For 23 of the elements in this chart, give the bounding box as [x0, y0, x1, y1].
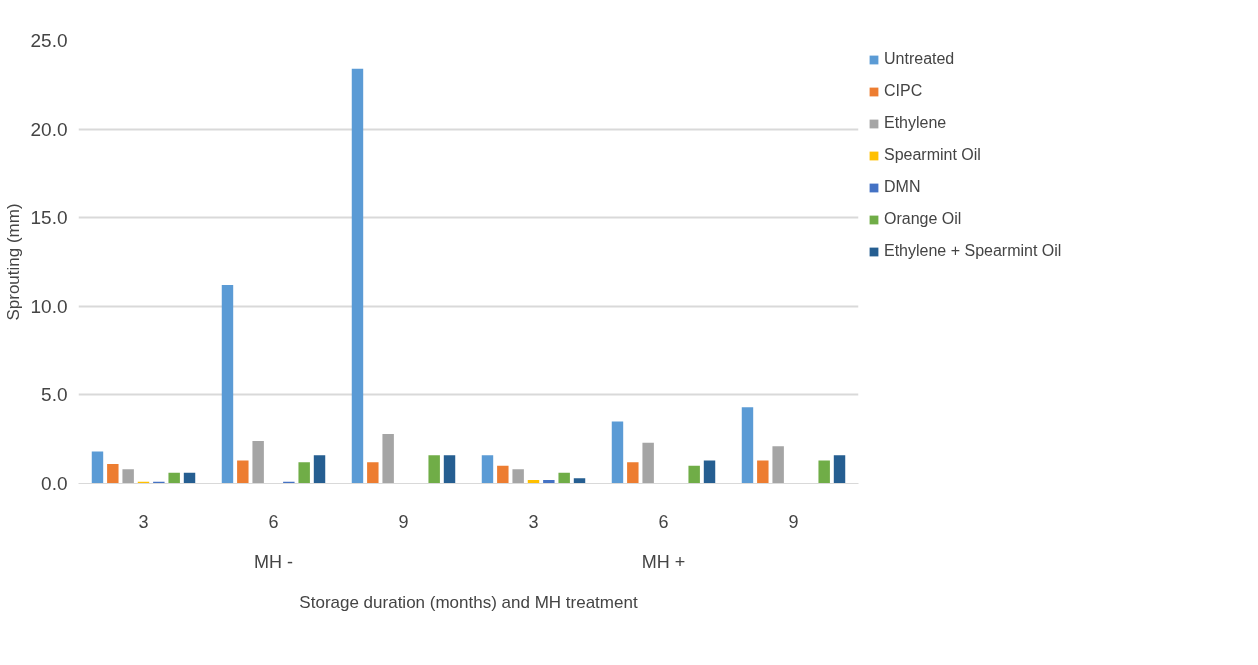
y-axis-title: Sprouting (mm) — [3, 203, 23, 321]
legend-label: Spearmint Oil — [884, 146, 981, 164]
legend-label: CIPC — [884, 82, 923, 100]
y-tick-label: 20.0 — [30, 118, 68, 140]
text: MH - — [254, 551, 294, 572]
text: MH + — [641, 551, 686, 572]
y-tick-label: 5.0 — [41, 384, 68, 406]
x-axis-title: Storage duration (months) and MH treatment — [299, 592, 638, 612]
x-tick-label: 9 — [398, 511, 409, 532]
legend-label: Untreated — [884, 50, 955, 68]
y-tick-label: 10.0 — [30, 295, 68, 317]
y-tick-label: 15.0 — [30, 207, 68, 229]
legend-label: Orange Oil — [884, 210, 962, 228]
x-tick-label: 3 — [528, 511, 539, 532]
x-tick-label: 3 — [138, 511, 149, 532]
x-tick-label: 6 — [268, 511, 279, 532]
y-tick-label: 25.0 — [30, 30, 68, 51]
legend-label: Ethylene — [884, 114, 947, 132]
x-tick-label: 9 — [788, 511, 799, 532]
y-tick-label: 0.0 — [41, 473, 68, 494]
legend-label: Ethylene + Spearmint Oil — [884, 242, 1062, 260]
x-tick-label: 6 — [658, 511, 669, 532]
legend-label: DMN — [884, 178, 921, 196]
